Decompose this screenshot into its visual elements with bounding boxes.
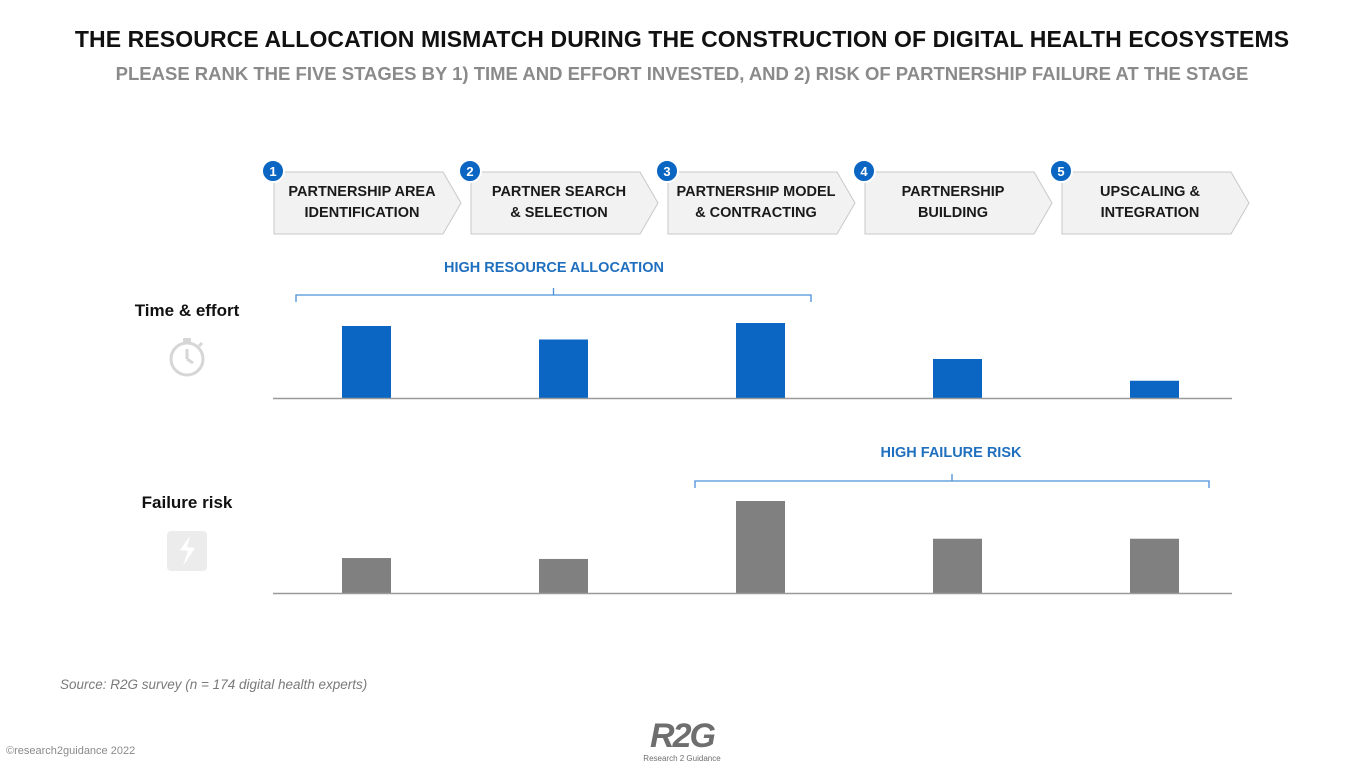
stage-2: PARTNER SEARCH & SELECTION <box>470 171 660 235</box>
time-effort-bar-5 <box>1130 380 1179 398</box>
time-effort-bar-3 <box>736 323 785 398</box>
stage-number-badge: 4 <box>852 159 876 183</box>
high-failure-bracket <box>694 474 1210 488</box>
stage-number-badge: 3 <box>655 159 679 183</box>
stage-number-badge: 5 <box>1049 159 1073 183</box>
stage-number-badge: 1 <box>261 159 285 183</box>
stage-label: PARTNERSHIP MODEL & CONTRACTING <box>676 184 836 221</box>
stage-label: PARTNER SEARCH & SELECTION <box>491 184 627 221</box>
chevron-shape <box>470 171 659 235</box>
failure-risk-bar-4 <box>933 538 982 593</box>
stage-label: PARTNERSHIP BUILDING <box>901 184 1005 221</box>
chevron-shape <box>1061 171 1250 235</box>
stage-4: PARTNERSHIP BUILDING <box>864 171 1054 235</box>
broken-link-icon <box>167 531 207 571</box>
chevron-shape <box>273 171 462 235</box>
stage-3: PARTNERSHIP MODEL & CONTRACTING <box>667 171 857 235</box>
high-failure-label: HIGH FAILURE RISK <box>880 445 1022 461</box>
stage-5: UPSCALING & INTEGRATION <box>1061 171 1251 235</box>
stage-1: PARTNERSHIP AREA IDENTIFICATION <box>273 171 463 235</box>
failure-risk-bar-1 <box>342 558 391 593</box>
failure-risk-bar-2 <box>539 558 588 593</box>
time-effort-bar-1 <box>342 326 391 398</box>
stopwatch-icon <box>169 338 205 377</box>
logo-mark: R2G <box>650 717 716 755</box>
failure-risk-bar-5 <box>1130 538 1179 593</box>
page-title: THE RESOURCE ALLOCATION MISMATCH DURING … <box>74 26 1290 52</box>
source-note: Source: R2G survey (n = 174 digital heal… <box>60 677 368 692</box>
logo-subtitle: Research 2 Guidance <box>643 754 721 763</box>
copyright-text: ©research2guidance 2022 <box>6 745 136 757</box>
failure-risk-label: Failure risk <box>141 493 233 512</box>
page-subtitle: PLEASE RANK THE FIVE STAGES BY 1) TIME A… <box>115 63 1249 84</box>
failure-risk-bar-3 <box>736 501 785 593</box>
time-effort-label: Time & effort <box>134 301 240 320</box>
high-resource-label: HIGH RESOURCE ALLOCATION <box>444 260 664 276</box>
time-effort-bar-2 <box>539 339 588 398</box>
r2g-logo: R2G Research 2 Guidance <box>624 718 740 764</box>
chevron-shape <box>667 171 856 235</box>
stage-label: UPSCALING & INTEGRATION <box>1100 184 1200 221</box>
time-effort-bar-4 <box>933 359 982 398</box>
high-resource-bracket <box>295 288 812 302</box>
stage-label: PARTNERSHIP AREA IDENTIFICATION <box>288 184 436 221</box>
chevron-shape <box>864 171 1053 235</box>
stage-number-badge: 2 <box>458 159 482 183</box>
